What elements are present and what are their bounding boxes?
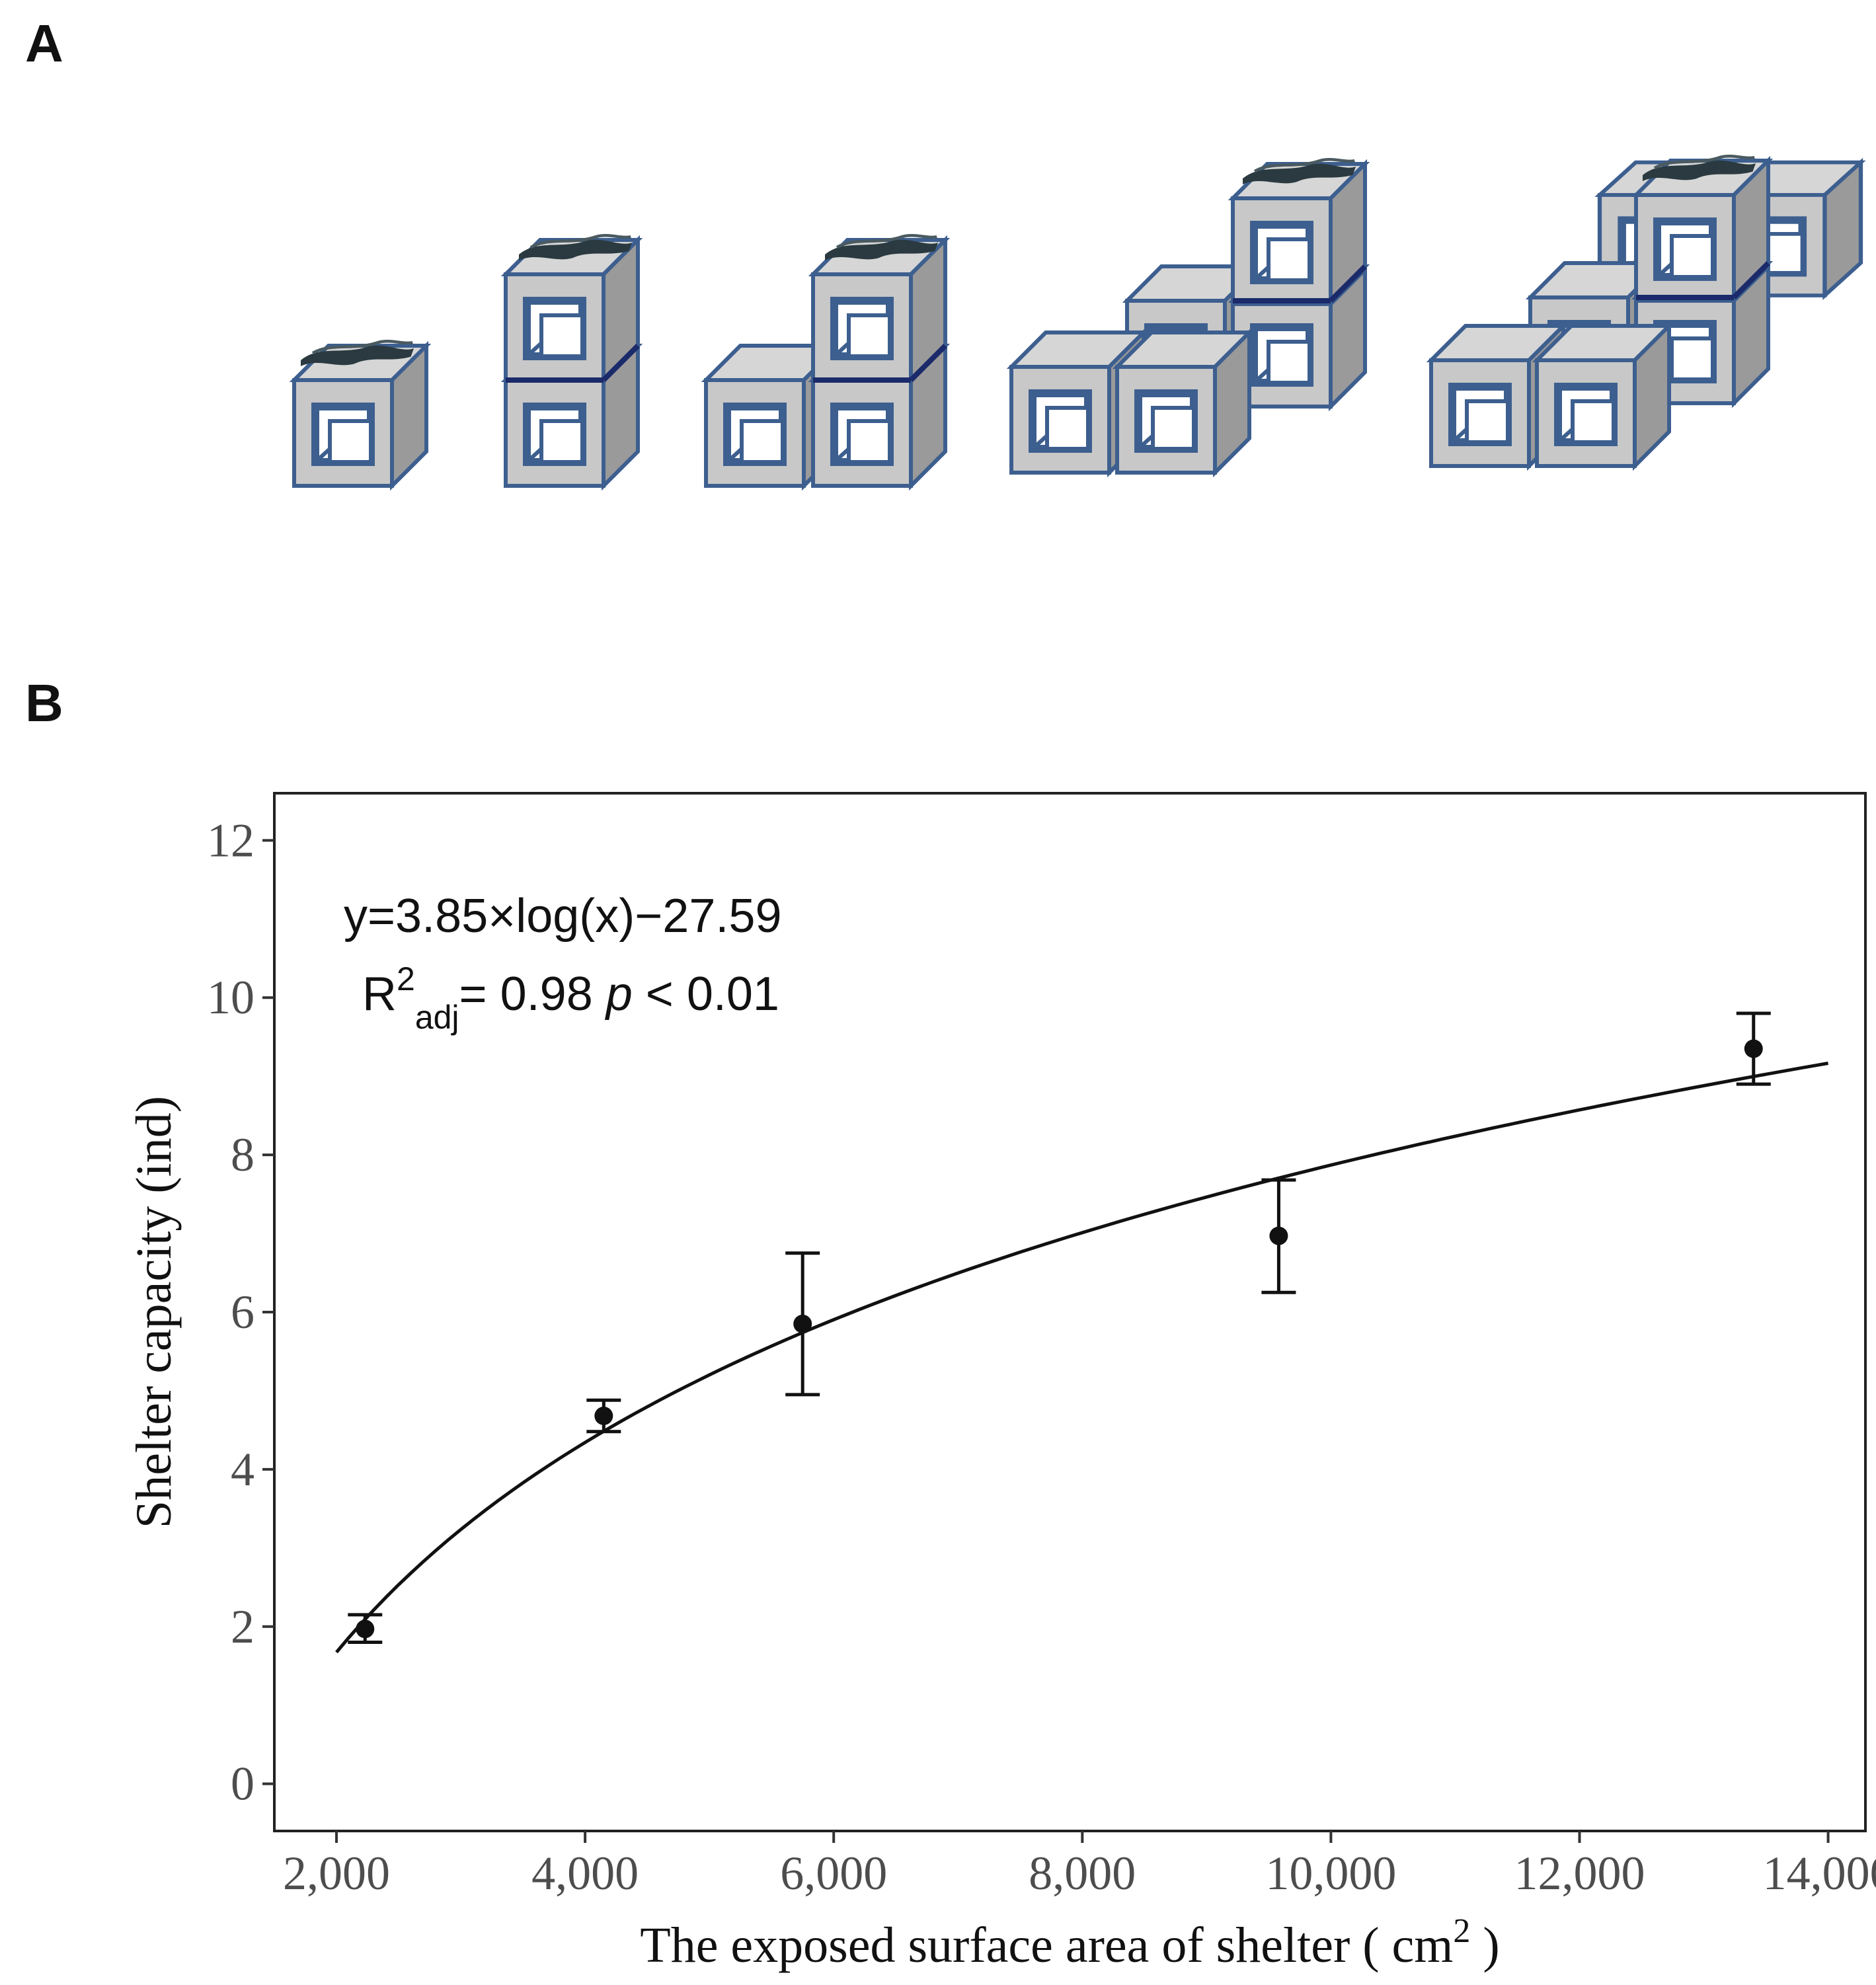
- y-tick-label: 10: [207, 971, 254, 1024]
- data-point: [1744, 1039, 1763, 1058]
- fit-equation: y=3.85×log(x)−27.59: [344, 890, 781, 943]
- shelter-4: [1011, 159, 1365, 473]
- y-tick-label: 6: [231, 1286, 254, 1339]
- data-points: [348, 1011, 1771, 1645]
- x-tick-label: 12,000: [1514, 1847, 1645, 1900]
- stat-r-sup: 2: [397, 960, 415, 997]
- x-tick-label: 6,000: [780, 1847, 887, 1900]
- panel-label-a: A: [25, 14, 63, 73]
- shelter-2: [506, 235, 638, 486]
- stat-r: R: [362, 968, 397, 1021]
- stat-p: p: [605, 968, 633, 1021]
- stat-value: = 0.98: [459, 968, 606, 1021]
- plot-frame: [273, 792, 1867, 1832]
- y-tick-label: 4: [231, 1443, 254, 1496]
- x-tick-label: 2,000: [283, 1847, 390, 1900]
- y-tick-label: 8: [231, 1128, 254, 1181]
- y-tick-label: 12: [207, 814, 254, 867]
- x-tick-label: 14,000: [1763, 1847, 1876, 1900]
- stat-r-sub: adj: [415, 999, 459, 1036]
- x-tick-label: 8,000: [1029, 1847, 1136, 1900]
- y-tick-label: 0: [231, 1758, 254, 1810]
- data-point: [356, 1619, 375, 1639]
- data-point: [1269, 1226, 1288, 1245]
- shelter-3: [706, 235, 945, 486]
- data-point: [594, 1407, 613, 1425]
- fit-statistics: R2adj= 0.98 p < 0.01: [362, 960, 779, 1036]
- shelter-5: [1431, 156, 1861, 466]
- data-point: [793, 1314, 812, 1333]
- x-tick-label: 4,000: [531, 1847, 639, 1900]
- y-tick-label: 2: [231, 1600, 254, 1653]
- shelter-illustrations: [0, 0, 1876, 661]
- x-tick-label: 10,000: [1265, 1847, 1396, 1900]
- panel-label-b: B: [25, 674, 63, 732]
- stat-p-value: < 0.01: [633, 968, 779, 1021]
- x-axis-title: The exposed surface area of shelter ( cm…: [640, 1912, 1499, 1973]
- axis-ticks: 2,000 4,000 6,000 8,000 10,000 12,000 14,000 0 2…: [207, 814, 1876, 1900]
- fit-curve: [335, 1062, 1829, 1654]
- y-axis-title: Shelter capacity (ind): [126, 1096, 182, 1528]
